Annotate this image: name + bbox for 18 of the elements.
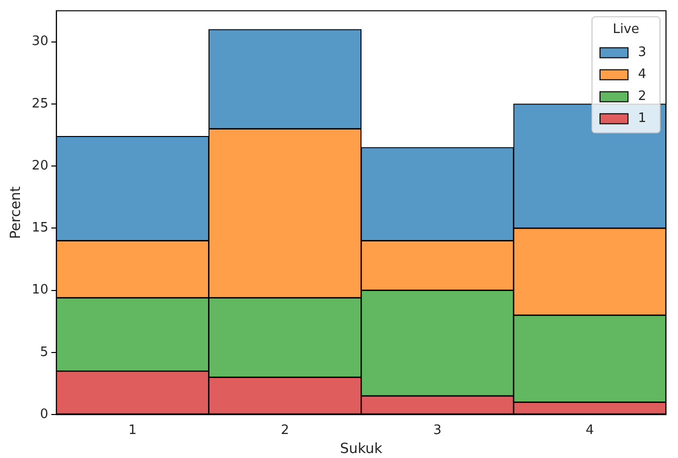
legend-label: 4 <box>638 67 646 82</box>
x-tick-label: 2 <box>280 422 290 438</box>
x-tick-label: 3 <box>433 422 442 438</box>
y-tick-label: 5 <box>40 344 48 360</box>
x-tick-label: 1 <box>128 422 137 438</box>
x-tick-label: 4 <box>586 422 594 438</box>
y-tick-label: 25 <box>32 96 48 112</box>
y-tick-label: 0 <box>40 406 48 422</box>
x-axis-title: Sukuk <box>340 441 384 458</box>
y-tick-label: 30 <box>32 34 48 50</box>
y-tick-label: 15 <box>32 220 48 236</box>
y-axis-title: Percent <box>8 186 24 240</box>
legend-label: 1 <box>638 111 646 126</box>
y-tick-label: 20 <box>32 158 48 174</box>
y-tick-label: 10 <box>32 282 48 298</box>
legend-label: 2 <box>638 89 646 104</box>
legend-title: Live <box>612 22 640 38</box>
legend-label: 3 <box>638 45 646 60</box>
